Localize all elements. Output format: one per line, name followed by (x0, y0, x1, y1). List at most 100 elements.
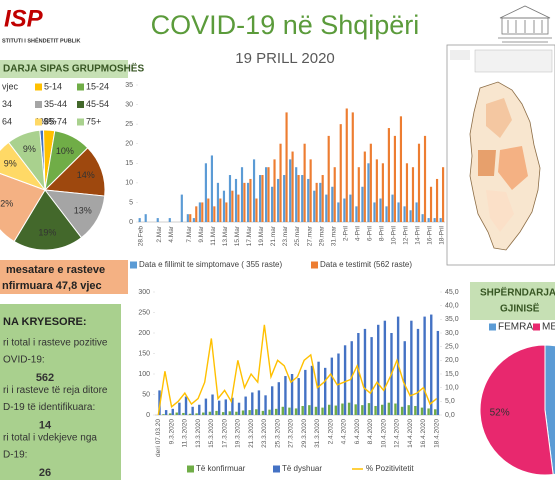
x-tick-label: 15.3.2020 (208, 419, 215, 448)
bar (201, 202, 204, 222)
x-tick-label: 25.3.2020 (274, 419, 281, 448)
bar (367, 163, 370, 222)
x-tick-label: 11.Mar (210, 225, 217, 246)
bar (257, 390, 261, 415)
bar (427, 218, 430, 222)
bar (394, 403, 397, 415)
bar (411, 167, 415, 222)
bar (405, 163, 409, 222)
bar (355, 206, 358, 222)
bar (216, 182, 220, 222)
x-tick-label: 14.4.2020 (407, 419, 414, 448)
x-tick-label: 21.mar (270, 225, 277, 246)
y-tick-label: 5 (129, 199, 133, 206)
bar (217, 400, 221, 415)
legend-swatch (273, 465, 280, 473)
bar (321, 175, 324, 222)
bar (341, 403, 344, 415)
bar (381, 404, 384, 415)
bar (315, 182, 318, 222)
bar (288, 407, 291, 415)
bar (283, 175, 286, 222)
x-tick-label: 4-Pril (354, 225, 361, 241)
y-tick-label: 30 (125, 101, 133, 108)
y-tick-label: 0 (146, 412, 150, 419)
bar (255, 409, 258, 415)
bar (261, 175, 264, 222)
legend-swatch (489, 323, 496, 331)
y-tick-label: 150 (138, 350, 150, 357)
bar (225, 202, 228, 222)
bar (195, 413, 198, 415)
bar (370, 337, 373, 415)
bar (374, 405, 377, 415)
bar (399, 116, 403, 222)
legend-swatch (311, 261, 318, 269)
legend-label: 35-44 (44, 99, 67, 109)
bar (222, 190, 226, 222)
bar (339, 124, 342, 222)
bar (343, 198, 346, 222)
bar (310, 365, 314, 415)
bar (208, 411, 212, 415)
bar (191, 406, 194, 415)
legend-swatch (77, 118, 84, 126)
bar (202, 412, 205, 415)
ministry-logo (498, 5, 552, 43)
x-tick-label: 31.mar (330, 225, 337, 246)
finding-value: 562 (36, 372, 54, 384)
bar (439, 218, 442, 222)
bar (138, 218, 141, 222)
x-tick-label: 21.3.2020 (248, 419, 255, 448)
bar (295, 167, 298, 222)
bar (204, 163, 207, 222)
y-tick-label: 25 (125, 121, 133, 128)
y2-tick-label: 0,0 (445, 412, 455, 419)
gender-title: SHPËRNDARJA (480, 286, 555, 299)
pie-label: 14% (77, 170, 95, 180)
y-tick-label: 20 (125, 141, 133, 148)
bar (297, 378, 300, 415)
bar (403, 206, 406, 222)
bar (279, 143, 282, 222)
y-tick-label: 15 (125, 160, 133, 167)
bar (249, 178, 252, 222)
legend-swatch (533, 323, 540, 331)
bar (361, 405, 364, 415)
x-tick-label: 29.3.2020 (301, 419, 308, 448)
age-header-bg (0, 60, 128, 78)
pie-slice (0, 172, 46, 243)
x-tick-label: 19.3.2020 (235, 419, 242, 448)
pie-label: 52% (490, 407, 510, 418)
bar (354, 404, 357, 415)
bar (186, 214, 189, 222)
bar (435, 178, 439, 222)
bar (198, 404, 201, 415)
x-tick-label: 10-Pril (391, 225, 398, 244)
x-tick-label: deri 07.03.20 (155, 419, 162, 457)
logo: ISP (4, 5, 44, 32)
y2-tick-label: 10,0 (445, 385, 459, 392)
x-tick-label: 2.Mar (156, 225, 163, 242)
bar (241, 410, 245, 415)
bar (427, 408, 430, 415)
bar (244, 396, 247, 415)
bar (261, 410, 265, 415)
bar (264, 395, 267, 415)
bar (314, 406, 318, 415)
bar (180, 194, 183, 222)
bar (397, 202, 400, 222)
y-tick-label: 0 (129, 219, 133, 226)
bar (321, 407, 324, 415)
bar (407, 405, 410, 415)
bar (284, 376, 287, 415)
pie-label: 19% (38, 228, 56, 238)
bar (433, 218, 436, 222)
x-tick-label: 10.4.2020 (380, 419, 387, 448)
finding-label: ri total i rasteve pozitive (3, 338, 108, 349)
bar (215, 410, 218, 415)
bar (289, 159, 292, 222)
bar (213, 206, 216, 222)
bar (363, 328, 367, 415)
institute-name: STITUTI I SHËNDETIT PUBLIK (2, 37, 81, 44)
